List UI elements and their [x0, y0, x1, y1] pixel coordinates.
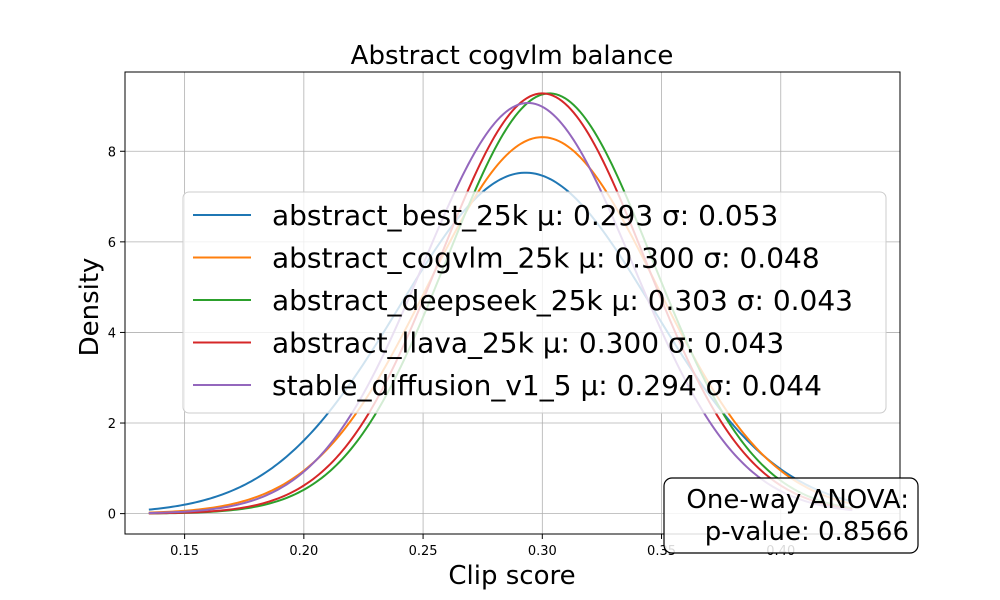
- legend-entry-label: stable_diffusion_v1_5 μ: 0.294 σ: 0.044: [272, 369, 822, 402]
- legend: abstract_best_25k μ: 0.293 σ: 0.053 abstr…: [182, 191, 887, 414]
- legend-entry-label: abstract_best_25k μ: 0.293 σ: 0.053: [272, 199, 778, 232]
- chart-title: Abstract cogvlm balance: [351, 41, 674, 71]
- x-axis-label: Clip score: [448, 561, 575, 591]
- plot-frame: [124, 71, 901, 535]
- legend-box: [182, 191, 887, 414]
- series-curve-abstract_cogvlm_25k: [148, 136, 853, 514]
- annotation-line-2: p-value: 0.8566: [705, 517, 909, 547]
- series-curve-stable_diffusion_v1_5: [148, 101, 853, 515]
- x-tick-label: 0.15: [170, 544, 199, 559]
- y-axis-ticks: 0 2 4 6 8: [108, 145, 125, 523]
- series-curve-abstract_llava_25k: [148, 92, 853, 515]
- annotation-line-1: One-way ANOVA:: [686, 485, 909, 515]
- density-curves: [148, 92, 853, 515]
- x-tick-label: 0.30: [528, 544, 557, 559]
- series-curve-abstract_best_25k: [148, 171, 853, 511]
- x-tick-label: 0.20: [289, 544, 318, 559]
- y-tick-label: 4: [108, 326, 116, 341]
- legend-entry-label: abstract_llava_25k μ: 0.300 σ: 0.043: [272, 327, 784, 360]
- legend-entry-label: abstract_deepseek_25k μ: 0.303 σ: 0.043: [272, 284, 853, 317]
- y-tick-label: 2: [108, 417, 116, 432]
- y-axis-label: Density: [75, 258, 105, 357]
- series-curve-abstract_deepseek_25k: [148, 92, 853, 515]
- y-tick-label: 6: [108, 236, 116, 251]
- x-tick-label: 0.25: [409, 544, 438, 559]
- y-tick-label: 0: [108, 508, 116, 523]
- annotation-box: [663, 477, 919, 554]
- anova-annotation: One-way ANOVA: p-value: 0.8566: [663, 477, 919, 554]
- y-tick-label: 8: [108, 145, 116, 160]
- legend-entry-label: abstract_cogvlm_25k μ: 0.300 σ: 0.048: [272, 242, 820, 275]
